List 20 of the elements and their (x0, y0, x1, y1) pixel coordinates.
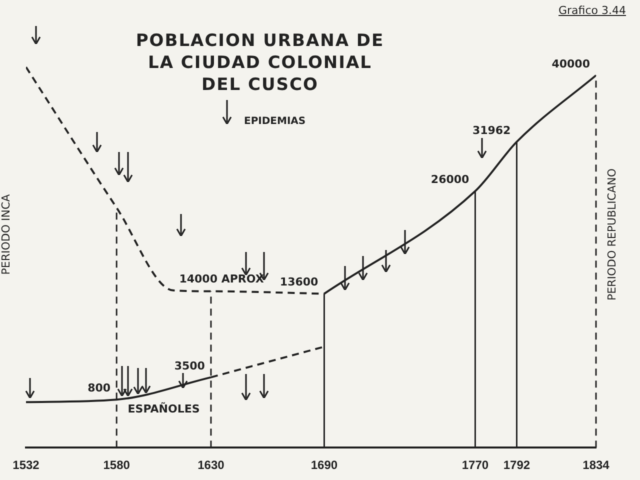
chart-title: POBLACION URBANA DE LA CIUDAD COLONIAL DEL CUSCO (134, 30, 386, 96)
data-label: 40000 (552, 57, 590, 70)
x-tick-label: 1532 (12, 458, 40, 472)
text: Grafico 3.44 (558, 4, 626, 17)
data-label: 800 (88, 382, 111, 395)
legend-label: ESPAÑOLES (128, 401, 200, 416)
data-label: 31962 (472, 124, 511, 137)
data-label: 3500 (174, 359, 206, 372)
text: PERIODO REPUBLICANO (606, 168, 619, 301)
data-label: 14000 APROX (179, 272, 264, 286)
x-tick-label: 1580 (103, 458, 130, 472)
data-label: 26000 (430, 173, 470, 186)
x-tick-label: 1834 (582, 458, 610, 472)
text: PERIODO INCA (0, 194, 13, 275)
x-tick-label: 1792 (503, 458, 530, 472)
x-tick-label: 1630 (198, 458, 225, 472)
x-tick-label: 1690 (310, 458, 338, 472)
data-label: 13600 (280, 276, 319, 289)
annotation: EPIDEMIAS (244, 116, 306, 127)
x-tick-label: 1770 (462, 458, 489, 472)
